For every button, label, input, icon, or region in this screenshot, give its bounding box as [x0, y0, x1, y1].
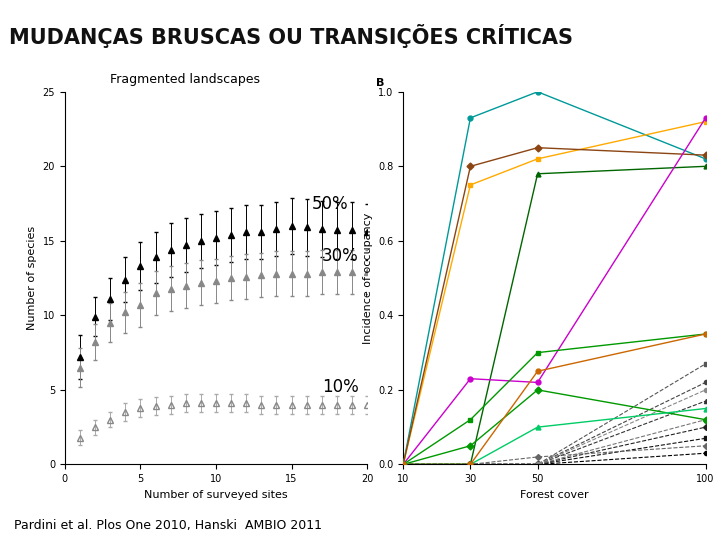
Text: MUDANÇAS BRUSCAS OU TRANSIÇÕES CRÍTICAS: MUDANÇAS BRUSCAS OU TRANSIÇÕES CRÍTICAS: [9, 24, 573, 48]
Y-axis label: Number of species: Number of species: [27, 226, 37, 330]
Y-axis label: Incidence of occupancy: Incidence of occupancy: [363, 212, 372, 344]
Text: 10%: 10%: [322, 378, 359, 396]
Text: Fragmented landscapes: Fragmented landscapes: [110, 73, 260, 86]
Text: Pardini et al. Plos One 2010, Hanski  AMBIO 2011: Pardini et al. Plos One 2010, Hanski AMB…: [14, 519, 323, 532]
X-axis label: Number of surveyed sites: Number of surveyed sites: [144, 490, 288, 500]
Text: 50%: 50%: [311, 194, 348, 213]
Text: 30%: 30%: [322, 247, 359, 265]
X-axis label: Forest cover: Forest cover: [520, 490, 589, 500]
Text: B: B: [376, 78, 384, 88]
